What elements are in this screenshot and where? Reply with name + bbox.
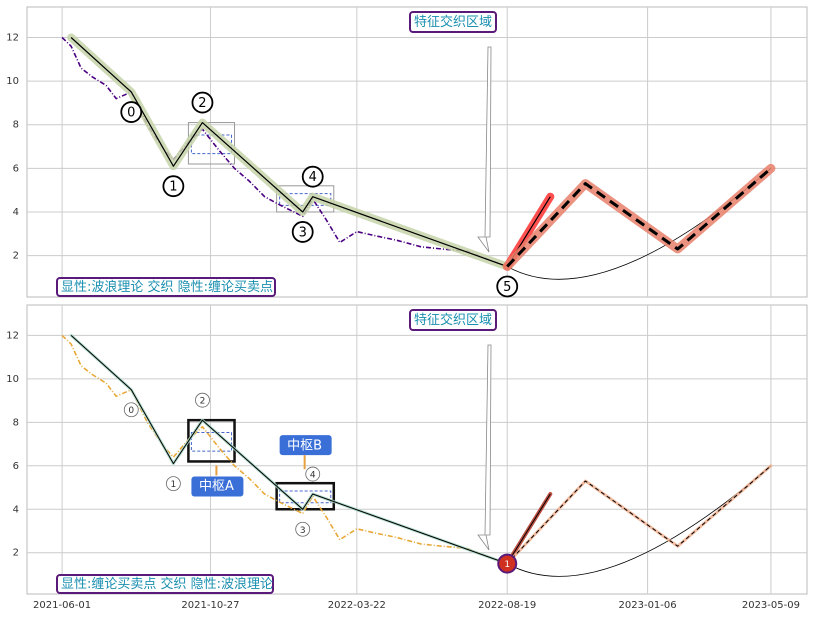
y-tick-label: 12	[6, 33, 19, 44]
line-series	[61, 36, 508, 268]
wave-marker	[295, 521, 311, 537]
wave-label: 0	[127, 106, 135, 121]
wave-marker	[301, 165, 324, 188]
label-bg	[279, 435, 332, 456]
plot-frame	[26, 6, 808, 298]
y-tick-label: 6	[13, 461, 19, 472]
y-tick-label: 6	[13, 163, 19, 174]
x-tick-label: 2022-08-19	[478, 600, 536, 611]
arc-guide	[507, 465, 772, 577]
pivot-inner	[279, 490, 332, 504]
y-tick-label: 10	[6, 374, 19, 385]
y-tick-label: 8	[13, 417, 19, 428]
wave-marker	[496, 275, 519, 298]
line-series	[61, 334, 508, 565]
y-tick-label: 8	[13, 120, 19, 131]
x-tick-label: 2021-06-01	[33, 600, 91, 611]
wave-marker	[305, 466, 321, 482]
annotation: 特征交织区域	[414, 14, 492, 30]
line-series	[70, 37, 508, 268]
wave-label: 1	[169, 180, 177, 195]
box-label: 中枢B	[287, 439, 322, 454]
y-tick-label: 2	[13, 548, 19, 559]
wave-marker	[195, 392, 210, 408]
x-tick-label: 2023-05-09	[742, 600, 800, 611]
y-tick-label: 4	[13, 504, 19, 515]
caption-box	[56, 574, 274, 594]
caption-box	[56, 277, 276, 297]
end-marker	[497, 553, 518, 574]
wave-label: 3	[300, 526, 306, 536]
y-tick-label: 12	[6, 330, 19, 341]
line-series	[506, 465, 772, 564]
wave-label: 1	[171, 480, 177, 490]
wave-marker	[165, 476, 181, 492]
wave-marker	[191, 91, 214, 114]
annotation-box	[409, 11, 497, 33]
annotation-box	[409, 309, 497, 331]
line-series	[70, 335, 508, 565]
wave-label: 4	[309, 170, 317, 185]
annotation-arrow	[477, 46, 492, 253]
line-series	[506, 167, 772, 268]
wave-label: 3	[299, 225, 307, 240]
line-halo	[505, 464, 773, 566]
label-bg	[191, 476, 244, 497]
line-halo	[502, 163, 776, 271]
plot-frame	[26, 304, 808, 595]
pivot-inner	[190, 432, 233, 452]
end-label: 1	[504, 560, 510, 570]
wave-label: 2	[200, 397, 206, 407]
line-series	[506, 493, 551, 564]
x-tick-label: 2022-03-22	[328, 600, 386, 611]
y-tick-label: 4	[13, 207, 19, 218]
y-tick-label: 2	[13, 251, 19, 262]
x-tick-label: 2021-10-27	[181, 600, 239, 611]
y-tick-label: 10	[6, 76, 19, 87]
wave-label: 0	[128, 406, 134, 416]
wave-label: 5	[503, 280, 511, 295]
wave-marker	[162, 175, 185, 198]
annotation: 特征交织区域	[414, 312, 492, 328]
annotation-arrow	[477, 344, 492, 551]
box-label: 中枢A	[199, 479, 234, 494]
caption: 显性:波浪理论 交织 隐性:缠论买卖点	[61, 279, 273, 295]
line-halo	[67, 33, 512, 271]
wave-marker	[291, 221, 314, 243]
wave-label: 4	[310, 471, 316, 481]
x-tick-label: 2023-01-06	[619, 600, 677, 611]
wave-marker	[123, 402, 139, 418]
wave-label: 2	[198, 96, 206, 111]
caption: 显性:缠论买卖点 交织 隐性:波浪理论	[61, 576, 273, 592]
wave-marker	[120, 101, 143, 123]
